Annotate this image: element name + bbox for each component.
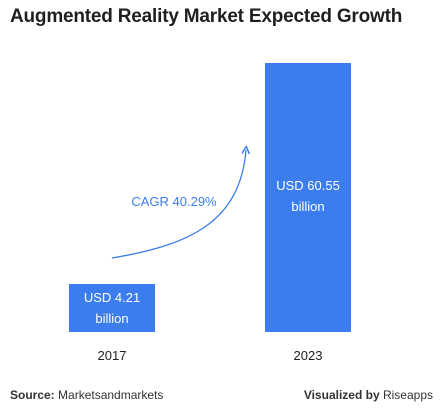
cagr-annotation: CAGR 40.29% xyxy=(131,194,217,209)
x-tick-label-2023: 2023 xyxy=(294,348,323,363)
visualized-by-note: Visualized by Riseapps xyxy=(304,388,433,402)
source-value: Marketsandmarkets xyxy=(58,388,164,402)
bar-2023 xyxy=(265,63,351,332)
data-label-2017-line-2: billion xyxy=(95,311,128,326)
source-note: Source: Marketsandmarkets xyxy=(10,388,163,402)
data-label-2017-line-1: USD 4.21 xyxy=(84,290,140,305)
visualized-value: Riseapps xyxy=(382,388,433,402)
source-label: Source: xyxy=(10,388,55,402)
bar-2017 xyxy=(69,284,155,332)
data-label-2023-line-2: billion xyxy=(291,199,324,214)
data-label-2023-line-1: USD 60.55 xyxy=(276,178,340,193)
x-tick-label-2017: 2017 xyxy=(98,348,127,363)
visualized-label: Visualized by xyxy=(303,388,380,402)
chart-title: Augmented Reality Market Expected Growth xyxy=(10,6,403,27)
growth-arrow xyxy=(111,150,246,259)
